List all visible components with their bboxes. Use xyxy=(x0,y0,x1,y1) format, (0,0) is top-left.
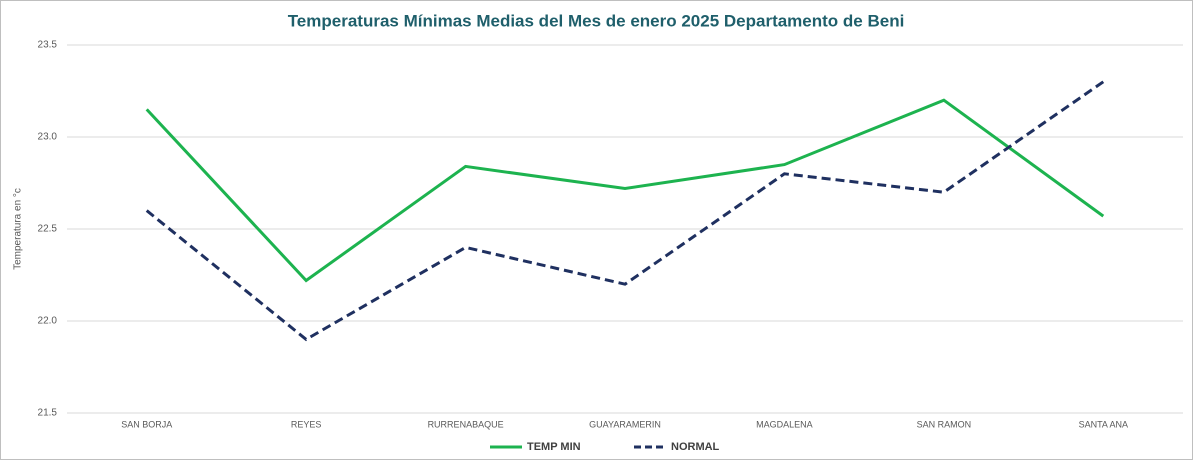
chart-title: Temperaturas Mínimas Medias del Mes de e… xyxy=(288,11,905,30)
x-tick-label: SAN BORJA xyxy=(121,419,172,429)
legend-label: TEMP MIN xyxy=(527,441,581,453)
x-tick-label: MAGDALENA xyxy=(756,419,813,429)
x-tick-label: SANTA ANA xyxy=(1079,419,1128,429)
data-line xyxy=(145,98,1105,283)
y-axis-title: Temperatura en °c xyxy=(13,188,24,270)
y-tick-label: 21.5 xyxy=(38,408,58,419)
x-tick-label: SAN RAMON xyxy=(917,419,972,429)
x-tick-label: REYES xyxy=(291,419,322,429)
y-tick-label: 22.5 xyxy=(38,224,58,235)
x-tick-label: GUAYARAMERIN xyxy=(589,419,661,429)
y-tick-label: 22.0 xyxy=(38,316,58,327)
y-tick-label: 23.0 xyxy=(38,132,58,143)
x-tick-label: RURRENABAQUE xyxy=(428,419,504,429)
y-tick-label: 23.5 xyxy=(38,40,58,51)
legend-label: NORMAL xyxy=(671,441,720,453)
data-line xyxy=(145,80,1105,342)
